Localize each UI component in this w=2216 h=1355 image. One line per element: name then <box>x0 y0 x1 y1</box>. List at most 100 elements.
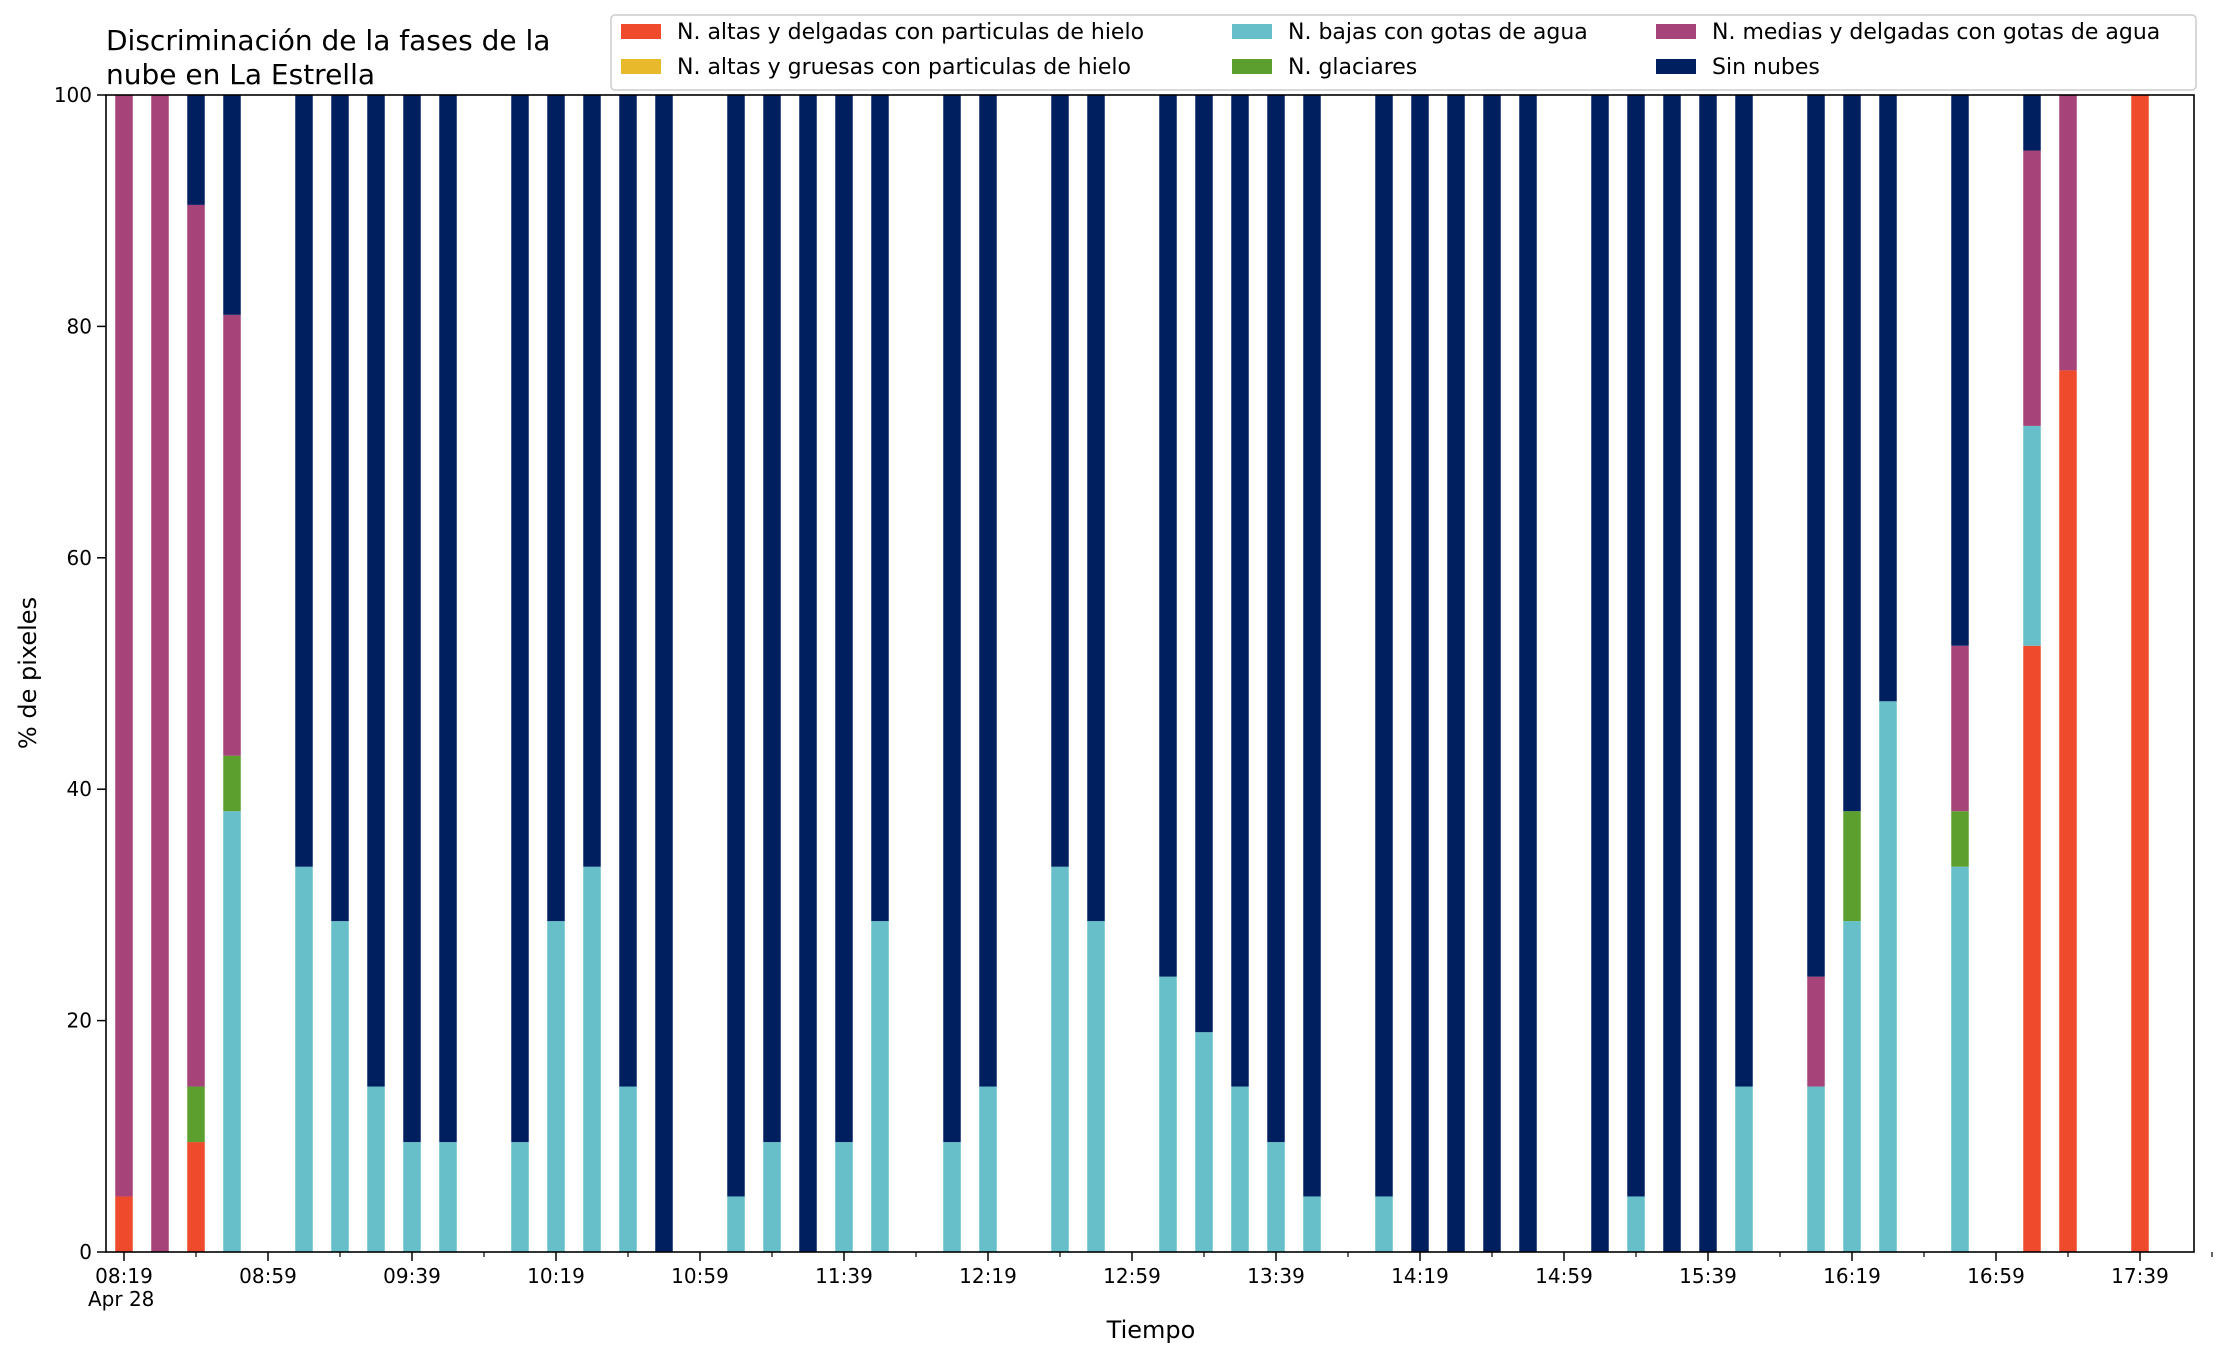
bar-0919-sin <box>331 95 349 922</box>
legend-label-med: N. medias y delgadas con gotas de agua <box>1712 20 2160 45</box>
legend-label-gla: N. glaciares <box>1288 55 1417 80</box>
bar-1349-sin <box>1303 95 1321 1197</box>
bar-0849-sin <box>223 95 241 315</box>
bar-1209-sin <box>943 95 961 1143</box>
x-tick-label-0819: 08:19 <box>95 1264 153 1288</box>
bar-1219-baj <box>979 1086 997 1252</box>
bar-1519-baj <box>1627 1196 1645 1252</box>
bar-1209-baj <box>943 1142 961 1252</box>
x-axis-label: Tiempo <box>1106 1316 1196 1344</box>
bar-1629-sin <box>1879 95 1897 702</box>
bar-1109-sin <box>727 95 745 1197</box>
bar-1319-sin <box>1195 95 1213 1033</box>
bar-1019-sin <box>547 95 565 922</box>
bar-1029-sin <box>583 95 601 867</box>
bar-1019-baj <box>547 921 565 1252</box>
bar-1649-gla <box>1951 811 1969 867</box>
y-tick-label-0: 0 <box>79 1240 92 1264</box>
bar-0939-baj <box>403 1142 421 1252</box>
plot-frame <box>105 94 2195 1253</box>
bar-1039-baj <box>619 1086 637 1252</box>
bar-1329-baj <box>1231 1086 1249 1252</box>
x-tick-label-1419: 14:19 <box>1391 1264 1449 1288</box>
legend-swatch-sin <box>1656 59 1696 74</box>
x-axis: 08:19 08:59 09:39 10:19 10:59 11:39 12:19 12:59… <box>95 1252 2213 1288</box>
legend-label-alt_del: N. altas y delgadas con particulas de hi… <box>677 20 1144 45</box>
legend: N. altas y delgadas con particulas de hi… <box>610 14 2197 91</box>
bar-1009-sin <box>511 95 529 1143</box>
bar-1549-baj <box>1735 1086 1753 1252</box>
bar-1709-sin <box>2023 95 2041 151</box>
x-tick-label-1059: 10:59 <box>671 1264 729 1288</box>
bar-1509-sin <box>1591 95 1609 1252</box>
bar-0929-baj <box>367 1086 385 1252</box>
bar-1339-sin <box>1267 95 1285 1143</box>
bar-1139-baj <box>835 1142 853 1252</box>
y-tick-label-80: 80 <box>67 314 92 338</box>
bar-1129-sin <box>799 95 817 1252</box>
bar-1149-baj <box>871 921 889 1252</box>
bar-1609-baj <box>1807 1086 1825 1252</box>
bar-1519-sin <box>1627 95 1645 1197</box>
bar-1049-sin <box>655 95 673 1252</box>
bar-1339-baj <box>1267 1142 1285 1252</box>
bar-0829-med <box>151 95 169 1252</box>
bar-1529-sin <box>1663 95 1681 1252</box>
bar-1609-med <box>1807 976 1825 1087</box>
legend-swatch-baj <box>1232 24 1272 39</box>
x-tick-label-0939: 09:39 <box>383 1264 441 1288</box>
y-axis-label: % de pixeles <box>14 597 42 749</box>
bar-0849-gla <box>223 755 241 812</box>
y-tick-label-20: 20 <box>67 1009 92 1033</box>
bar-1139-sin <box>835 95 853 1143</box>
bar-0819-alt_del <box>115 1196 133 1252</box>
bars-layer <box>115 95 2149 1253</box>
bar-1109-baj <box>727 1196 745 1252</box>
x-tick-label-1659: 16:59 <box>1967 1264 2025 1288</box>
chart-title-line-1: Discriminación de la fases de la <box>106 24 550 57</box>
bar-0839-alt_del <box>187 1142 205 1252</box>
bar-1709-med <box>2023 150 2041 426</box>
legend-label-sin: Sin nubes <box>1712 55 1820 80</box>
bar-0849-baj <box>223 811 241 1252</box>
x-tick-label-0859: 08:59 <box>239 1264 297 1288</box>
legend-label-alt_gru: N. altas y gruesas con particulas de hie… <box>677 55 1131 80</box>
bar-1719-med <box>2059 95 2077 371</box>
legend-label-baj: N. bajas con gotas de agua <box>1288 20 1588 45</box>
bar-1619-sin <box>1843 95 1861 812</box>
bar-1309-sin <box>1159 95 1177 977</box>
x-tick-label-1139: 11:39 <box>815 1264 873 1288</box>
x-tick-label-1019: 10:19 <box>527 1264 585 1288</box>
bar-1419-sin <box>1411 95 1429 1252</box>
bar-0849-med <box>223 314 241 756</box>
bar-0919-baj <box>331 921 349 1252</box>
bar-0839-med <box>187 204 205 1087</box>
bar-1649-sin <box>1951 95 1969 646</box>
bar-0949-sin <box>439 95 457 1143</box>
bar-1449-sin <box>1519 95 1537 1252</box>
x-tick-label-1259: 12:59 <box>1103 1264 1161 1288</box>
bar-1619-gla <box>1843 811 1861 922</box>
legend-swatch-alt_gru <box>621 59 661 74</box>
chart-title-line-2: nube en La Estrella <box>106 58 375 91</box>
bar-1039-sin <box>619 95 637 1087</box>
y-tick-label-40: 40 <box>67 777 92 801</box>
x-tick-label-1339: 13:39 <box>1247 1264 1305 1288</box>
bar-0929-sin <box>367 95 385 1087</box>
bar-1249-baj <box>1087 921 1105 1252</box>
bar-0839-gla <box>187 1086 205 1143</box>
bar-1239-baj <box>1051 866 1069 1252</box>
bar-1429-sin <box>1447 95 1465 1252</box>
y-tick-label-60: 60 <box>67 546 92 570</box>
legend-frame <box>610 14 2197 91</box>
bar-1219-sin <box>979 95 997 1087</box>
bar-1539-sin <box>1699 95 1717 1252</box>
bar-1239-sin <box>1051 95 1069 867</box>
bar-1629-baj <box>1879 701 1897 1252</box>
bar-0909-sin <box>295 95 313 867</box>
bar-1549-sin <box>1735 95 1753 1087</box>
legend-swatch-gla <box>1232 59 1272 74</box>
legend-swatch-alt_del <box>621 24 661 39</box>
bar-1719-alt_del <box>2059 370 2077 1253</box>
